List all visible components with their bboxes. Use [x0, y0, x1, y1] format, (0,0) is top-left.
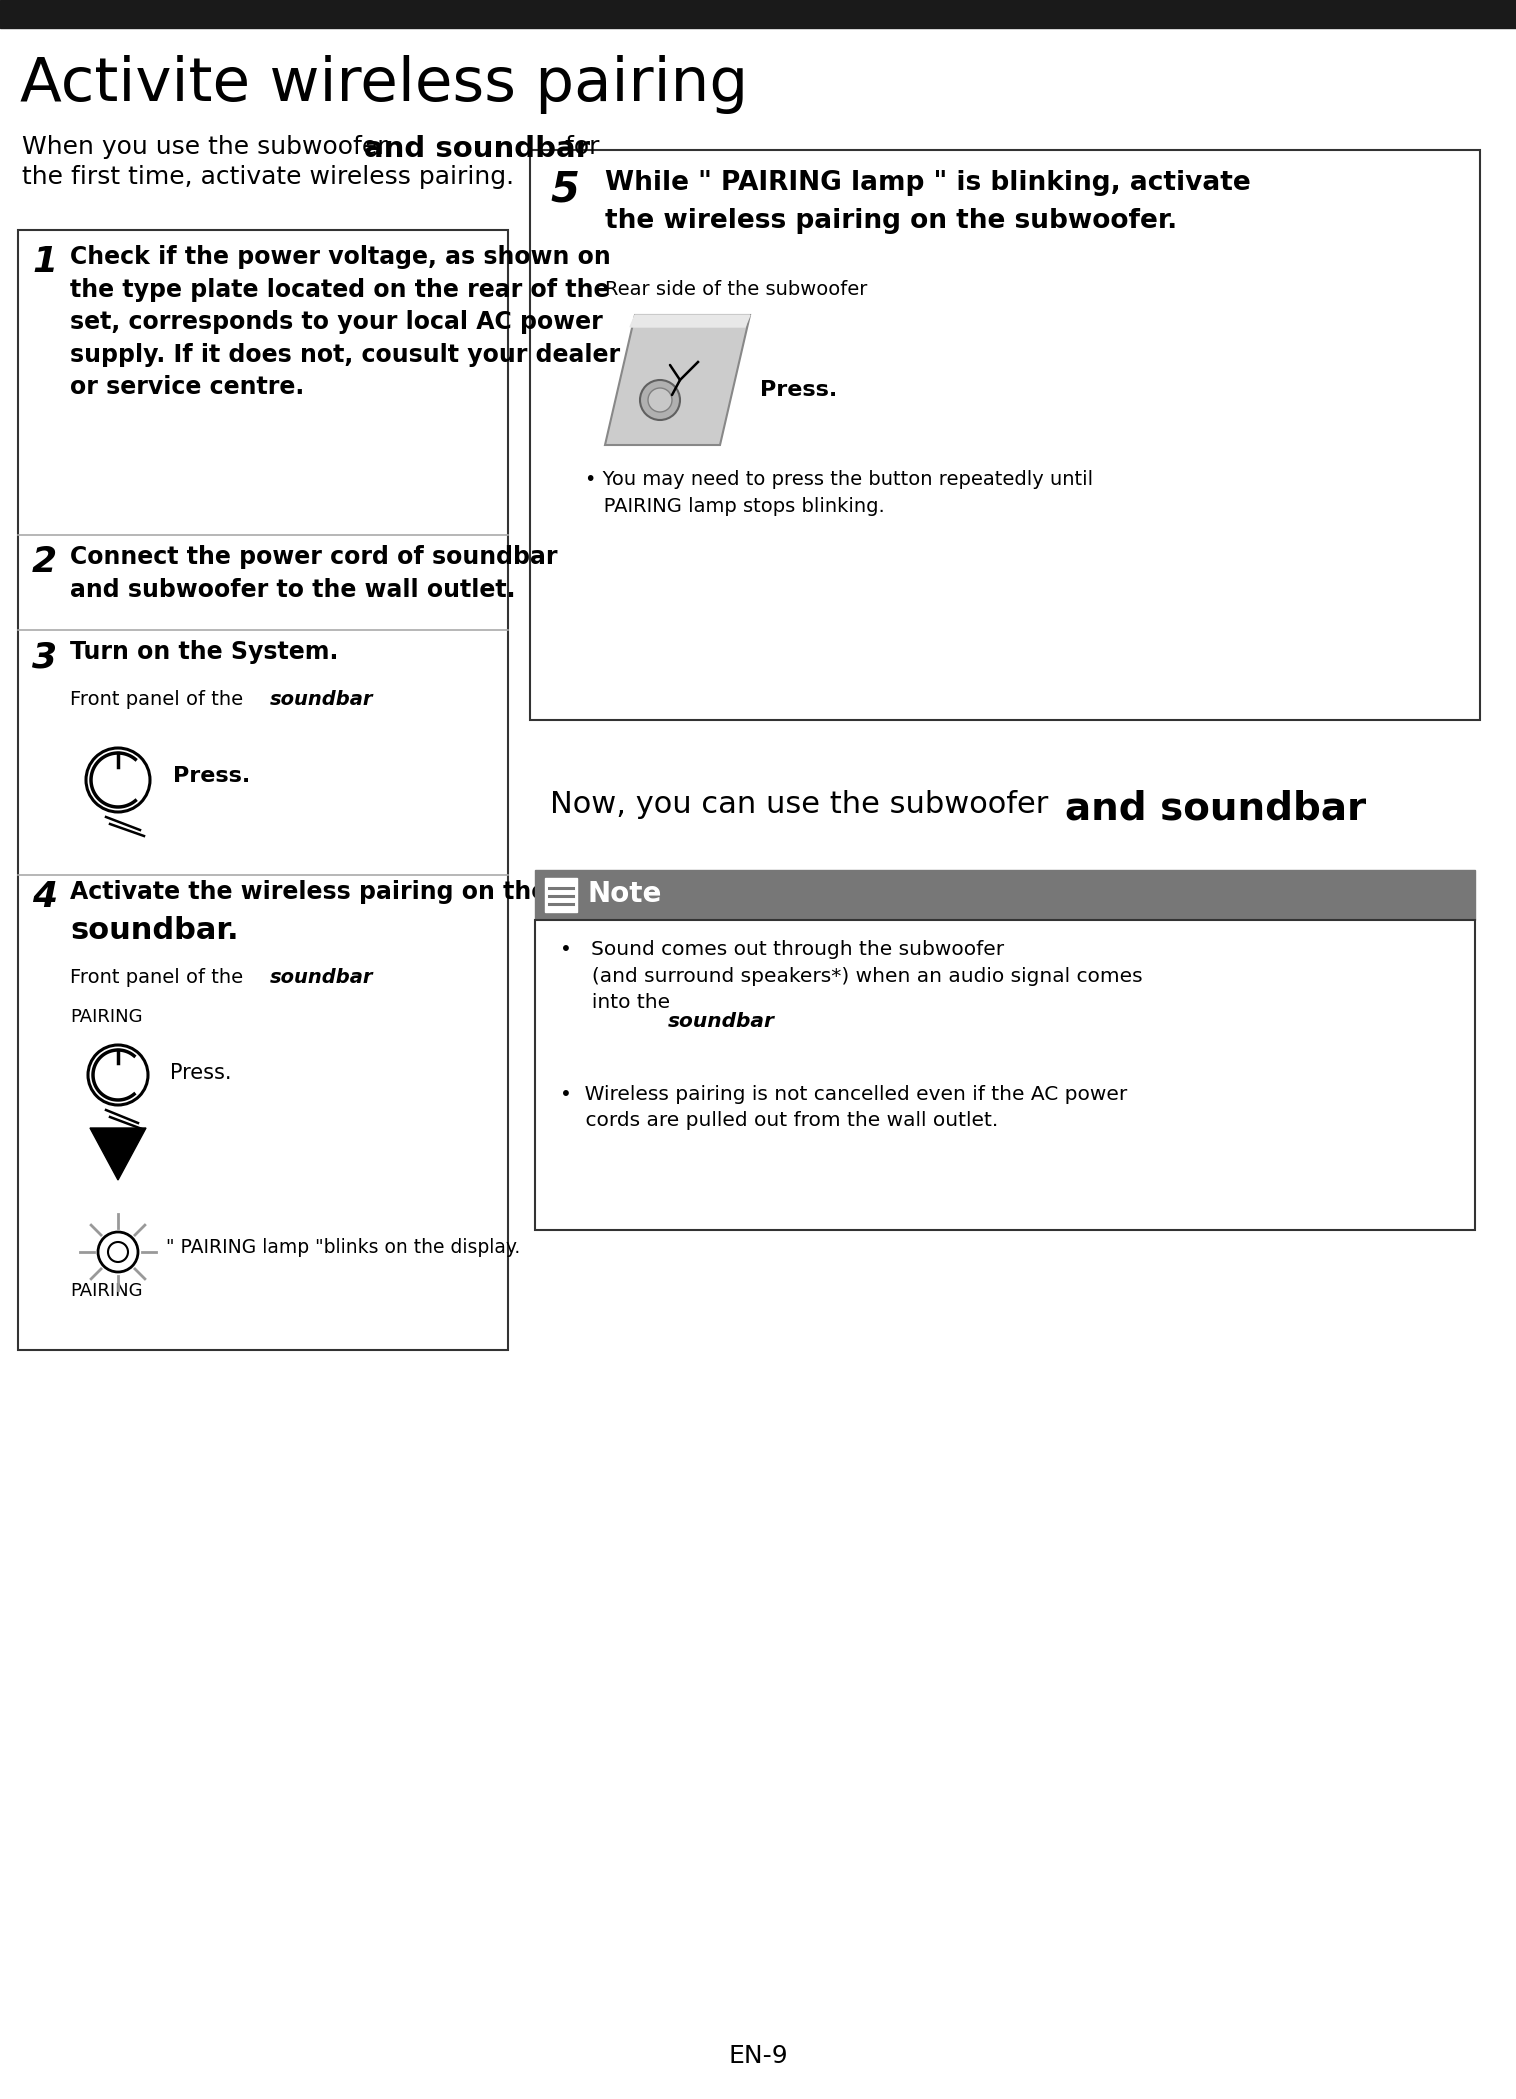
Text: 2: 2: [32, 546, 58, 579]
Text: 4: 4: [32, 879, 58, 913]
Text: Rear side of the subwoofer: Rear side of the subwoofer: [605, 279, 867, 298]
Text: Press.: Press.: [760, 380, 837, 401]
Text: PAIRING: PAIRING: [70, 1282, 143, 1299]
Text: PAIRING: PAIRING: [70, 1008, 143, 1026]
Circle shape: [640, 380, 681, 420]
Text: the wireless pairing on the subwoofer.: the wireless pairing on the subwoofer.: [605, 208, 1178, 233]
Text: • You may need to press the button repeatedly until
   PAIRING lamp stops blinki: • You may need to press the button repea…: [585, 470, 1093, 516]
Polygon shape: [631, 315, 750, 327]
Text: and soundbar: and soundbar: [1066, 789, 1366, 827]
Polygon shape: [89, 1127, 146, 1180]
Text: Activite wireless pairing: Activite wireless pairing: [20, 55, 747, 113]
Text: Activate the wireless pairing on the: Activate the wireless pairing on the: [70, 879, 547, 905]
Text: Press.: Press.: [173, 766, 250, 785]
Text: •   Sound comes out through the subwoofer
     (and surround speakers*) when an : • Sound comes out through the subwoofer …: [559, 940, 1143, 1012]
Text: Turn on the System.: Turn on the System.: [70, 640, 338, 663]
Text: Front panel of the: Front panel of the: [70, 968, 249, 987]
Text: for: for: [549, 134, 599, 160]
Bar: [535, 919, 1475, 1230]
Circle shape: [99, 1232, 138, 1272]
Text: " PAIRING lamp "blinks on the display.: " PAIRING lamp "blinks on the display.: [165, 1238, 520, 1257]
Text: Check if the power voltage, as shown on
the type plate located on the rear of th: Check if the power voltage, as shown on …: [70, 246, 620, 399]
Text: •  Wireless pairing is not cancelled even if the AC power
    cords are pulled o: • Wireless pairing is not cancelled even…: [559, 1085, 1128, 1131]
Bar: [535, 869, 1475, 919]
Text: soundbar: soundbar: [270, 968, 373, 987]
Text: When you use the subwoofer: When you use the subwoofer: [23, 134, 396, 160]
Text: and soundbar: and soundbar: [364, 134, 590, 164]
Bar: [531, 149, 1480, 720]
Text: soundbar: soundbar: [270, 691, 373, 709]
Text: the first time, activate wireless pairing.: the first time, activate wireless pairin…: [23, 166, 514, 189]
Text: soundbar.: soundbar.: [70, 915, 238, 945]
Text: Note: Note: [587, 879, 661, 909]
Bar: [544, 877, 578, 911]
Text: Press.: Press.: [170, 1062, 232, 1083]
Text: 1: 1: [32, 246, 58, 279]
Text: 3: 3: [32, 640, 58, 674]
Text: EN-9: EN-9: [728, 2044, 788, 2068]
Circle shape: [647, 388, 672, 411]
Bar: [18, 231, 508, 1350]
Text: Connect the power cord of soundbar
and subwoofer to the wall outlet.: Connect the power cord of soundbar and s…: [70, 546, 558, 602]
Polygon shape: [605, 315, 750, 445]
Text: While " PAIRING lamp " is blinking, activate: While " PAIRING lamp " is blinking, acti…: [605, 170, 1251, 195]
Text: Front panel of the: Front panel of the: [70, 691, 249, 709]
Text: soundbar: soundbar: [669, 1012, 775, 1031]
Text: 5: 5: [550, 168, 579, 210]
Circle shape: [108, 1243, 127, 1261]
Bar: [0, 0, 1516, 27]
Text: Now, you can use the subwoofer: Now, you can use the subwoofer: [550, 789, 1058, 819]
